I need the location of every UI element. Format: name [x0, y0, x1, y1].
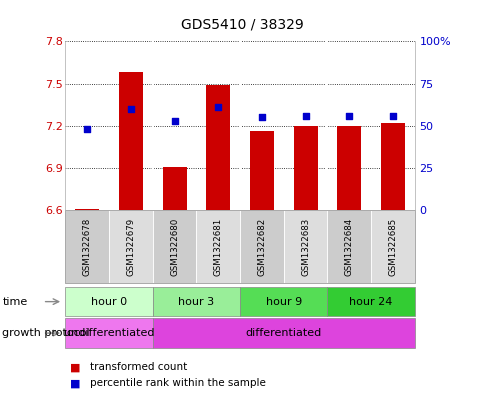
- Bar: [206, 85, 230, 210]
- Text: GSM1322682: GSM1322682: [257, 217, 266, 276]
- Point: [127, 106, 135, 112]
- Text: ■: ■: [70, 378, 81, 388]
- Point: [83, 126, 91, 132]
- Text: GSM1322681: GSM1322681: [213, 217, 222, 276]
- Bar: [380, 123, 404, 210]
- Text: growth protocol: growth protocol: [2, 328, 90, 338]
- Text: GSM1322680: GSM1322680: [170, 217, 179, 276]
- Text: hour 3: hour 3: [178, 297, 214, 307]
- Point: [170, 118, 178, 124]
- Bar: [336, 126, 361, 210]
- Bar: [162, 167, 186, 210]
- Text: transformed count: transformed count: [90, 362, 187, 373]
- Text: hour 24: hour 24: [348, 297, 392, 307]
- Bar: [249, 131, 273, 210]
- Bar: [75, 209, 99, 210]
- Text: GDS5410 / 38329: GDS5410 / 38329: [181, 18, 303, 32]
- Text: GSM1322684: GSM1322684: [344, 217, 353, 276]
- Text: hour 0: hour 0: [91, 297, 127, 307]
- Text: GSM1322685: GSM1322685: [388, 217, 396, 276]
- Text: percentile rank within the sample: percentile rank within the sample: [90, 378, 265, 388]
- Text: GSM1322678: GSM1322678: [83, 217, 91, 276]
- Bar: [293, 126, 317, 210]
- Text: hour 9: hour 9: [265, 297, 301, 307]
- Text: time: time: [2, 297, 28, 307]
- Text: GSM1322679: GSM1322679: [126, 218, 135, 275]
- Text: differentiated: differentiated: [245, 328, 321, 338]
- Point: [301, 112, 309, 119]
- Point: [214, 104, 222, 110]
- Point: [257, 114, 265, 121]
- Text: undifferentiated: undifferentiated: [64, 328, 154, 338]
- Point: [345, 112, 352, 119]
- Text: ■: ■: [70, 362, 81, 373]
- Point: [388, 112, 396, 119]
- Text: GSM1322683: GSM1322683: [301, 217, 309, 276]
- Bar: [119, 72, 143, 210]
